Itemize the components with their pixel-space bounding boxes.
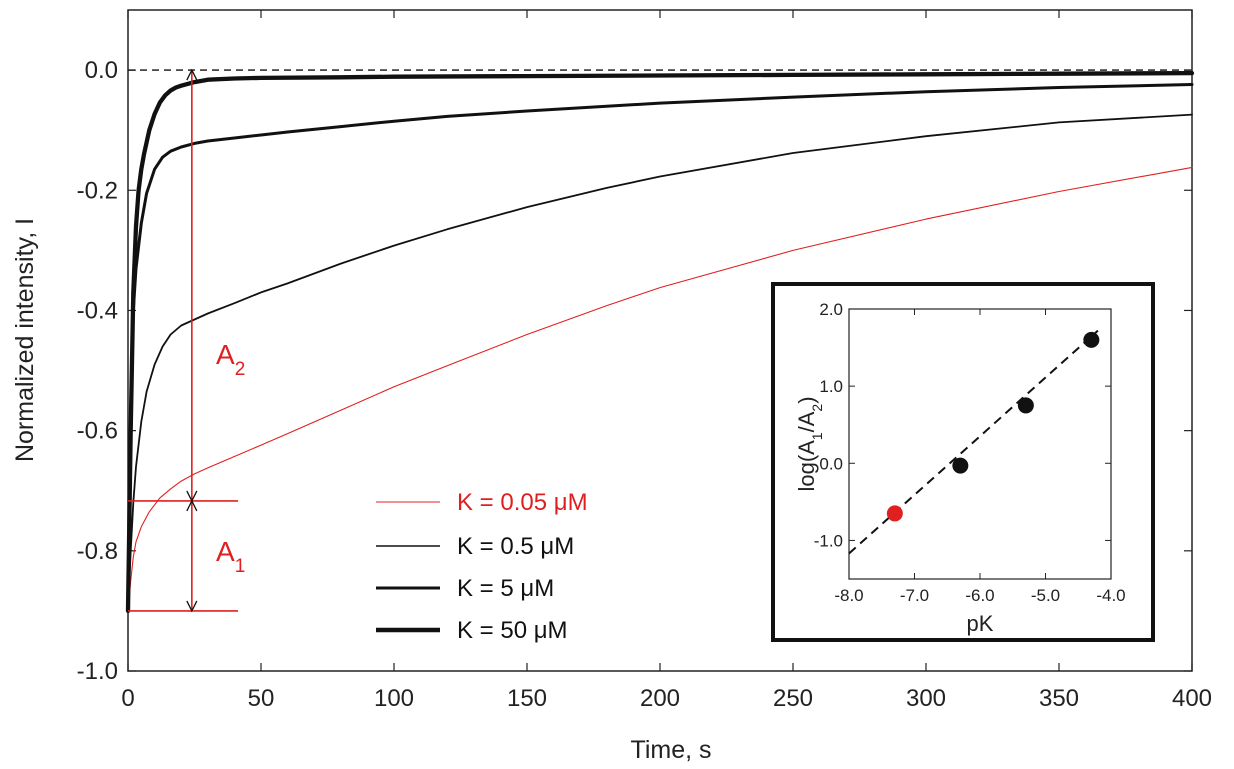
series-line-1 (127, 113, 1193, 612)
legend-label-2: K = 5 μM (457, 575, 554, 602)
inset-ylabel-part-main: log(A (794, 440, 819, 492)
inset-point-0 (886, 505, 903, 522)
inset-point-1 (952, 457, 969, 474)
a2-arrow-up (186, 68, 198, 81)
legend-label-3: K = 50 μM (457, 617, 568, 644)
inset-x-tick-label: -4.0 (1096, 586, 1125, 605)
inset-y-axis-title: log(A1/A2) (794, 396, 825, 491)
y-tick-label: 0.0 (85, 57, 118, 84)
inset-point-2 (1017, 397, 1034, 414)
inset-axis-ticks: -8.0 -7.0 -6.0 -5.0 -4.0 2.0 1.0 0.0 -1.0 (814, 300, 1126, 605)
inset-fit-line (848, 329, 1099, 555)
x-tick-label: 50 (248, 685, 275, 712)
a2-arrow-down (186, 490, 198, 503)
inset-ylabel-sub1: 1 (809, 432, 825, 440)
x-tick-label: 200 (640, 685, 680, 712)
a1-label-main: A (216, 536, 235, 567)
y-tick-label: -0.4 (77, 297, 118, 324)
inset-y-tick-label: -1.0 (814, 531, 843, 550)
x-tick-label: 300 (906, 685, 946, 712)
x-tick-label: 350 (1039, 685, 1079, 712)
series-line-0 (127, 166, 1193, 612)
x-tick-label: 100 (374, 685, 414, 712)
legend-label-0: K = 0.05 μM (457, 489, 588, 516)
y-tick-label: -0.2 (77, 177, 118, 204)
inset-y-tick-label: 0.0 (819, 454, 843, 473)
legend: K = 0.05 μM K = 0.5 μM K = 5 μM K = 50 μ… (376, 489, 588, 644)
inset-ylabel-part-slash: /A (794, 411, 819, 432)
inset-x-axis-title: pK (967, 611, 994, 636)
inset-x-tick-label: -7.0 (900, 586, 929, 605)
x-tick-label: 0 (121, 685, 134, 712)
inset-y-tick-label: 1.0 (819, 377, 843, 396)
main-axis-ticks: 0 50 100 150 200 250 300 350 400 0.0 -0.2 -0.4 -0.6 -… (77, 10, 1212, 712)
inset-y-tick-label: 2.0 (819, 300, 843, 319)
y-axis-title: Normalized intensity, I (11, 218, 39, 462)
a1-label: A1 (216, 536, 245, 577)
a2-label: A2 (216, 339, 245, 380)
x-tick-label: 400 (1172, 685, 1212, 712)
a2-label-sub: 2 (235, 359, 246, 380)
inset-point-3 (1083, 331, 1100, 348)
inset-chart: -8.0 -7.0 -6.0 -5.0 -4.0 2.0 1.0 0.0 -1.0 pK log… (771, 282, 1155, 642)
a2-label-main: A (216, 339, 235, 370)
legend-label-1: K = 0.5 μM (457, 533, 574, 560)
main-series-group (125, 69, 1195, 614)
inset-x-tick-label: -5.0 (1031, 586, 1060, 605)
x-axis-title: Time, s (630, 736, 711, 764)
y-tick-label: -0.8 (77, 538, 118, 565)
series-line-3 (125, 70, 1195, 614)
a1-arrow-down (186, 600, 198, 613)
a1-label-sub: 1 (235, 556, 246, 577)
inset-x-tick-label: -8.0 (834, 586, 863, 605)
inset-ylabel-sub2: 2 (809, 404, 825, 412)
inset-marks-group (848, 329, 1100, 555)
y-tick-label: -1.0 (77, 658, 118, 685)
inset-x-tick-label: -6.0 (965, 586, 994, 605)
x-tick-label: 250 (773, 685, 813, 712)
y-tick-label: -0.6 (77, 418, 118, 445)
x-tick-label: 150 (507, 685, 547, 712)
inset-ylabel-part-close: ) (794, 396, 819, 403)
series-line-2 (126, 83, 1194, 613)
